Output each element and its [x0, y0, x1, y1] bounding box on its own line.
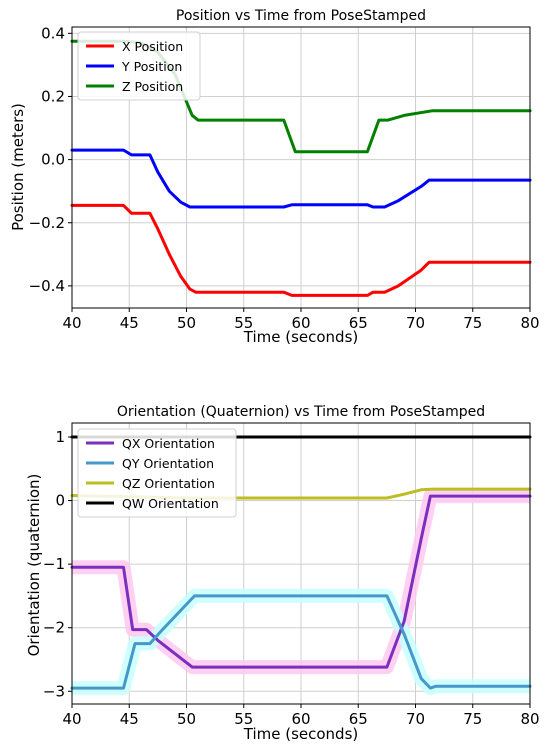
orientation-chart: Orientation (Quaternion) vs Time from Po…: [25, 404, 540, 743]
position-x-tick-label: 75: [463, 314, 482, 332]
position-y-tick-label: 0.2: [41, 87, 65, 105]
position-y-axis-label: Position (meters): [9, 103, 27, 231]
position-x-tick-label: 55: [234, 314, 253, 332]
x-position-legend-label: X Position: [122, 39, 183, 54]
orientation-y-tick-label: −2: [43, 619, 65, 637]
position-x-tick-label: 80: [520, 314, 539, 332]
orientation-x-tick-label: 75: [463, 710, 482, 728]
orientation-chart-title: Orientation (Quaternion) vs Time from Po…: [117, 404, 485, 420]
orientation-x-tick-label: 45: [120, 710, 139, 728]
position-x-tick-label: 60: [291, 314, 310, 332]
orientation-y-axis-label: Orientation (quaternion): [25, 474, 43, 657]
position-chart: Position vs Time from PoseStamped 40 45 50…: [9, 8, 540, 346]
position-x-tick-label: 45: [120, 314, 139, 332]
orientation-y-tick-label: −3: [43, 682, 65, 700]
qy-orientation-legend-label: QY Orientation: [122, 456, 214, 471]
orientation-y-tick-label: 1: [55, 428, 65, 446]
position-x-tick-label: 50: [177, 314, 196, 332]
orientation-x-tick-label: 65: [349, 710, 368, 728]
position-y-tick-label: 0.0: [41, 151, 65, 169]
qw-orientation-legend-label: QW Orientation: [122, 496, 219, 511]
position-x-tick-label: 40: [62, 314, 81, 332]
position-legend: X Position Y Position Z Position: [77, 31, 201, 101]
qx-orientation-line: [70, 494, 532, 669]
x-position-line: [70, 203, 532, 297]
position-y-tick-label: −0.4: [29, 277, 65, 295]
z-position-legend-label: Z Position: [122, 79, 183, 94]
position-chart-title: Position vs Time from PoseStamped: [176, 8, 426, 24]
orientation-legend: QX Orientation QY Orientation QZ Orientati…: [77, 428, 237, 518]
orientation-x-tick-label: 40: [62, 710, 81, 728]
position-y-tick-label: −0.2: [29, 214, 65, 232]
y-position-legend-label: Y Position: [121, 59, 182, 74]
position-x-tick-label: 70: [406, 314, 425, 332]
orientation-x-tick-label: 50: [177, 710, 196, 728]
orientation-x-tick-label: 70: [406, 710, 425, 728]
position-legend-box: [77, 31, 201, 101]
orientation-y-tick-label: −1: [43, 555, 65, 573]
orientation-x-tick-label: 55: [234, 710, 253, 728]
orientation-x-tick-label: 60: [291, 710, 310, 728]
qx-orientation-legend-label: QX Orientation: [122, 436, 215, 451]
orientation-y-tick-label: 0: [55, 492, 65, 510]
y-position-line: [70, 148, 532, 209]
position-y-tick-label: 0.4: [41, 24, 65, 42]
orientation-legend-box: [77, 428, 237, 518]
position-x-axis-label: Time (seconds): [243, 328, 359, 346]
qy-orientation-line: [70, 594, 532, 690]
position-x-tick-label: 65: [349, 314, 368, 332]
orientation-x-tick-label: 80: [520, 710, 539, 728]
orientation-x-axis-label: Time (seconds): [243, 725, 359, 743]
qz-orientation-legend-label: QZ Orientation: [122, 476, 215, 491]
